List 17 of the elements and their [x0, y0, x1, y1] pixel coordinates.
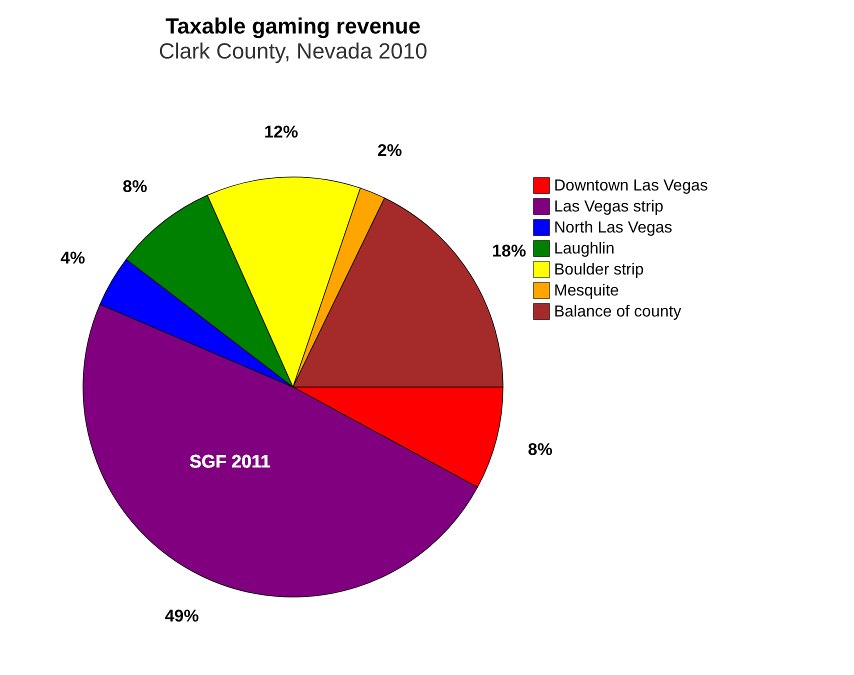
legend-label: Laughlin [554, 240, 614, 258]
legend-label: North Las Vegas [554, 220, 672, 236]
data-label: 4% [60, 248, 86, 268]
chart-subtitle: Clark County, Nevada 2010 [158, 38, 428, 64]
legend-label: Boulder strip [554, 262, 644, 278]
legend-label: Downtown Las Vegas [554, 178, 708, 194]
data-label: 49% [164, 606, 199, 626]
data-label: 8% [122, 176, 148, 196]
legend-label: Balance of county [554, 304, 682, 320]
text: SGF 2011 [189, 452, 271, 472]
legend-label: Mesquite [554, 282, 620, 300]
data-label: 8% [528, 440, 552, 459]
data-label: 2% [377, 141, 402, 160]
chart-title: Taxable gaming revenue [165, 13, 421, 38]
data-label: 12% [264, 122, 298, 142]
data-label: 18% [492, 242, 526, 261]
legend-label: Las Vegas strip [554, 198, 664, 216]
